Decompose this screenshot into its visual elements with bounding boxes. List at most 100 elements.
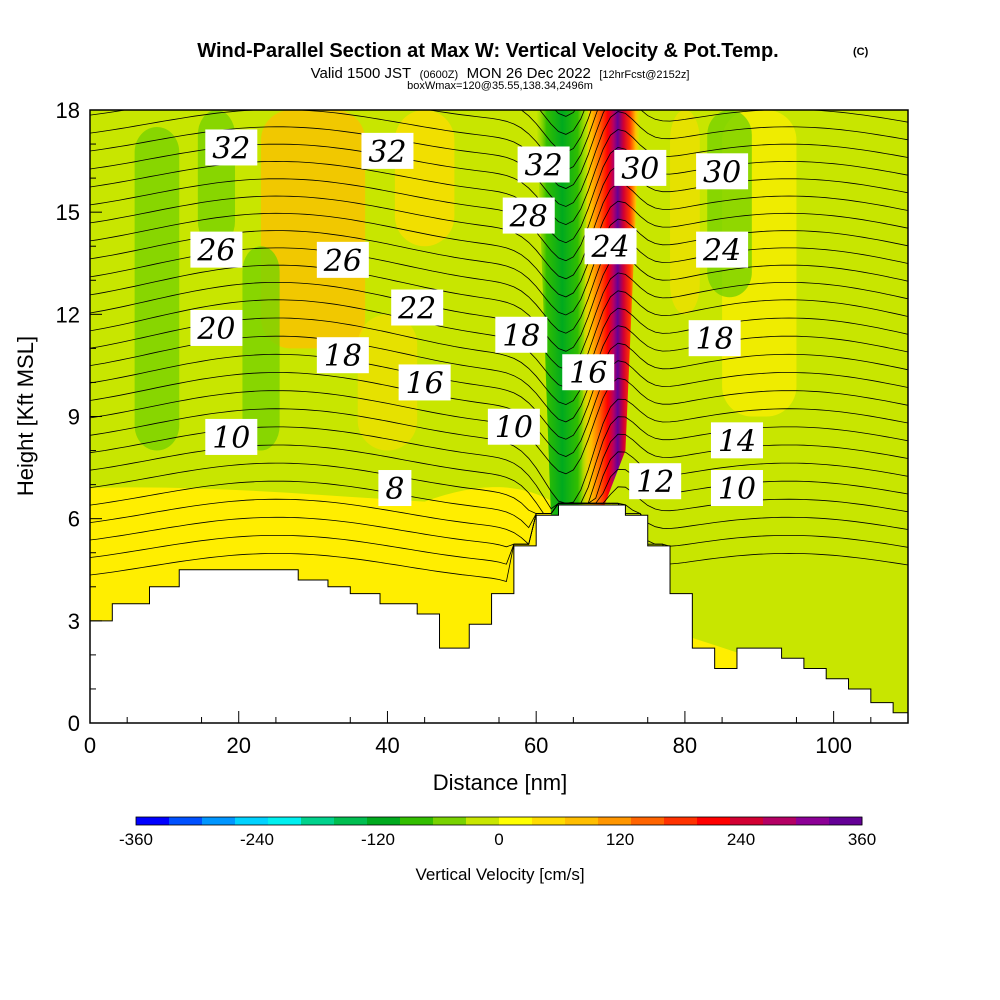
svg-text:32: 32 [212, 131, 250, 166]
y-tick-label: 0 [68, 711, 80, 736]
colorbar-tick-label: -240 [240, 830, 274, 849]
colorbar: -360 -240 -120 0 120 240 360 [119, 816, 876, 849]
updraft-band [357, 314, 418, 451]
colorbar-swatch [334, 817, 368, 825]
contour-label: 10 [487, 408, 540, 446]
theta-contour [90, 110, 908, 189]
subtitle-valid: Valid 1500 JST [311, 65, 412, 82]
colorbar-swatch [466, 817, 500, 825]
svg-text:26: 26 [323, 244, 362, 279]
colorbar-swatch [664, 817, 698, 825]
subtitle-date: MON 26 Dec 2022 [467, 65, 591, 82]
y-tick-label: 9 [68, 405, 80, 430]
colorbar-swatch [829, 817, 863, 825]
contour-label: 30 [614, 149, 667, 187]
terrain [90, 504, 908, 723]
theta-contour [90, 110, 599, 171]
y-axis-label: Height [Kft MSL] [13, 336, 38, 496]
svg-text:10: 10 [212, 421, 250, 456]
svg-text:24: 24 [590, 230, 629, 265]
svg-text:22: 22 [397, 292, 436, 327]
svg-text:32: 32 [525, 148, 563, 183]
colorbar-swatch [796, 817, 830, 825]
svg-text:18: 18 [502, 319, 540, 354]
colorbar-frame [135, 816, 863, 826]
colorbar-tick-label: 240 [727, 830, 755, 849]
axis-ticks: 0 20 40 60 80 100 0 3 6 9 12 15 18 [56, 98, 872, 758]
contour-label: 18 [688, 320, 741, 357]
chart-subtitle: Valid 1500 JST (0600Z) MON 26 Dec 2022 [… [311, 65, 690, 82]
contour-label: 14 [710, 422, 763, 459]
colorbar-swatch [631, 817, 665, 825]
y-tick-label: 3 [68, 609, 80, 634]
y-tick-label: 18 [56, 98, 80, 123]
theta-contour [90, 360, 908, 457]
svg-text:18: 18 [696, 322, 734, 357]
x-tick-label: 0 [84, 733, 96, 758]
contour-label: 32 [517, 146, 570, 183]
theta-contour [90, 486, 908, 545]
theta-contour [90, 468, 908, 529]
svg-text:26: 26 [196, 234, 235, 269]
downdraft-band [134, 127, 180, 451]
y-tick-label: 12 [56, 302, 80, 327]
contour-label: 28 [502, 197, 555, 235]
subtitle-utc: (0600Z) [420, 69, 459, 81]
contour-label: 10 [710, 470, 763, 507]
colorbar-swatch [136, 817, 170, 825]
colorbar-tick-label: 120 [606, 830, 634, 849]
contour-label: 32 [205, 129, 258, 166]
colorbar-swatch [763, 817, 797, 825]
colorbar-swatch [598, 817, 632, 825]
theta-contour [90, 254, 908, 352]
theta-contour [90, 342, 908, 440]
contour-label: 16 [562, 354, 615, 391]
svg-text:16: 16 [569, 356, 607, 391]
svg-text:24: 24 [702, 234, 741, 269]
svg-text:10: 10 [495, 411, 533, 446]
svg-text:20: 20 [196, 312, 235, 347]
contour-label: 20 [190, 309, 243, 347]
y-tick-label: 6 [68, 507, 80, 532]
chart-subtitle-line2: boxWmax=120@35.55,138.34,2496m [407, 80, 593, 92]
contour-label: 22 [391, 289, 444, 327]
x-axis-label: Distance [nm] [433, 770, 568, 795]
y-tick-label: 15 [56, 200, 80, 225]
svg-text:10: 10 [718, 472, 756, 507]
theta-contour [90, 200, 908, 298]
x-tick-label: 60 [524, 733, 548, 758]
x-tick-label: 80 [673, 733, 697, 758]
contour-label: 26 [190, 231, 243, 269]
updraft-band [261, 110, 366, 349]
svg-text:12: 12 [636, 465, 674, 500]
theta-contour [90, 182, 908, 280]
contour-label: 26 [316, 241, 369, 279]
plot-area [90, 110, 908, 723]
colorbar-swatch [433, 817, 467, 825]
colorbar-label: Vertical Velocity [cm/s] [415, 865, 584, 884]
colorbar-swatch [499, 817, 533, 825]
downdraft-band [242, 246, 280, 451]
theta-contour [90, 502, 908, 582]
svg-text:14: 14 [718, 424, 756, 459]
svg-text:28: 28 [509, 200, 548, 235]
contour-label: 10 [205, 418, 258, 456]
contour-label: 18 [495, 316, 548, 354]
svg-text:8: 8 [385, 472, 404, 507]
colorbar-swatch [268, 817, 302, 825]
theta-contour [90, 502, 908, 565]
chart-title-mark: (C) [853, 46, 869, 58]
svg-text:18: 18 [324, 339, 362, 374]
chart-title: Wind-Parallel Section at Max W: Vertical… [197, 40, 778, 62]
colorbar-swatch [532, 817, 566, 825]
colorbar-swatch [301, 817, 335, 825]
x-tick-label: 20 [226, 733, 250, 758]
colorbar-swatch [400, 817, 434, 825]
colorbar-tick-label: 360 [848, 830, 876, 849]
updraft-band [670, 110, 700, 315]
colorbar-swatch [730, 817, 764, 825]
svg-text:32: 32 [368, 135, 406, 170]
x-tick-label: 40 [375, 733, 399, 758]
contour-label: 32 [361, 132, 414, 170]
